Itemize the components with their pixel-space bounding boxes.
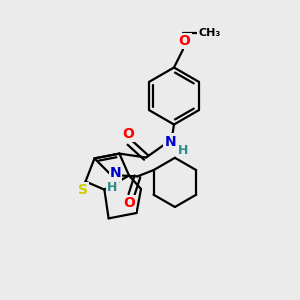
Text: CH₃: CH₃ <box>198 28 220 38</box>
Text: H: H <box>107 181 118 194</box>
Text: O: O <box>123 196 135 210</box>
Text: O: O <box>122 127 134 141</box>
Text: N: N <box>110 167 121 180</box>
Text: O: O <box>178 34 190 48</box>
Text: S: S <box>78 184 88 197</box>
Text: N: N <box>164 135 176 148</box>
Text: H: H <box>178 143 188 157</box>
